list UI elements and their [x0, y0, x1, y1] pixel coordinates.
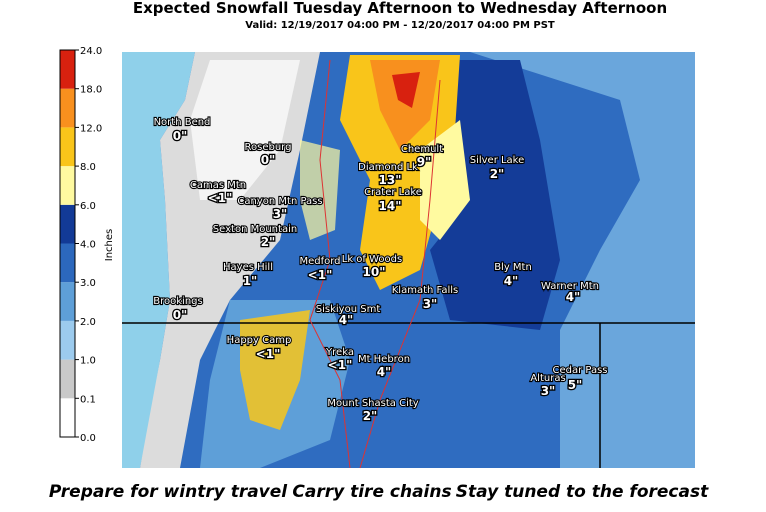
snow-amount: 3" [541, 384, 556, 398]
snow-amount: <1" [256, 347, 281, 361]
colorbar-swatch [60, 127, 75, 167]
place-name: Happy Camp [227, 335, 292, 346]
snow-amount: 4" [566, 290, 581, 304]
east-area [470, 52, 695, 468]
colorbar-swatch [60, 50, 75, 89]
colorbar-swatch [60, 243, 75, 283]
place-name: Roseburg [245, 142, 292, 153]
dark-band [430, 60, 560, 330]
snow-amount: 14" [379, 199, 402, 213]
place-name: Diamond Lk [358, 162, 418, 173]
place-name: Siskiyou Smt [316, 304, 381, 315]
place-name: Yreka [325, 347, 354, 358]
road [359, 79, 441, 469]
snow-amount: 0" [261, 153, 276, 167]
place-name: Mt Hebron [358, 354, 410, 365]
snow-amount: 3" [273, 207, 288, 221]
place-name: Crater Lake [364, 187, 422, 198]
colorbar-swatch [60, 320, 75, 360]
snow-amount: 9" [417, 155, 432, 169]
snow-amount: <1" [308, 268, 333, 282]
colorbar: 0.0 0.1 1.0 2.0 3.0 4.0 6.0 8.0 12.0 18.0 24.0 [59, 46, 102, 444]
colorbar-tick-label: 2.0 [80, 317, 96, 328]
colorbar-tick-label: 6.0 [80, 201, 96, 212]
colorbar-tick-label: 0.0 [80, 433, 96, 444]
ocean [122, 52, 195, 468]
place-name: Brookings [153, 296, 202, 307]
moderate-snow [420, 120, 470, 240]
place-name: Cedar Pass [552, 365, 607, 376]
snow-amount: 10" [363, 265, 386, 279]
colorbar-tick-label: 0.1 [80, 394, 96, 405]
snow-amount: <1" [208, 191, 233, 205]
colorbar-tick-label: 18.0 [80, 85, 102, 96]
place-name: Warner Mtn [541, 281, 599, 292]
colorbar-tick-label: 4.0 [80, 240, 96, 251]
place-name: Camas Mtn [190, 180, 246, 191]
heavy-snow-south [240, 310, 310, 430]
snow-amount: 13" [379, 173, 402, 187]
extreme-snow [392, 72, 420, 108]
place-name: North Bend [154, 117, 211, 128]
footer-message: Carry tire chains [292, 482, 451, 502]
place-name: Medford [299, 256, 340, 267]
place-name: Hayes Hill [223, 262, 273, 273]
colorbar-label: Inches [104, 229, 115, 262]
snow-amount: 3" [423, 297, 438, 311]
colorbar-tick-label: 12.0 [80, 123, 102, 134]
subtitle: Valid: 12/19/2017 04:00 PM - 12/20/2017 … [245, 20, 555, 31]
snow-amount: 1" [243, 274, 258, 288]
very-heavy-snow [370, 60, 440, 150]
colorbar-swatch [60, 359, 75, 399]
title: Expected Snowfall Tuesday Afternoon to W… [133, 0, 667, 17]
moderate-snow-west [300, 140, 340, 240]
colorbar-swatch [60, 282, 75, 321]
snow-amount: 5" [568, 378, 583, 392]
snow-amount: 2" [363, 409, 378, 423]
snow-amount: 2" [490, 167, 505, 181]
place-name: Canyon Mtn Pass [237, 196, 322, 207]
colorbar-swatch [60, 204, 75, 244]
snow-amount: 0" [173, 129, 188, 143]
colorbar-swatch [60, 88, 75, 128]
colorbar-tick-label: 8.0 [80, 162, 96, 173]
snow-amount: 4" [377, 365, 392, 379]
no-snow [190, 60, 300, 200]
place-name: Sexton Mountain [213, 224, 297, 235]
snow-amount: 2" [261, 235, 276, 249]
footer-message: Stay tuned to the forecast [456, 482, 709, 502]
snow-amount: 0" [173, 308, 188, 322]
colorbar-swatch [60, 166, 75, 205]
map [122, 52, 695, 469]
snow-amount: 4" [339, 313, 354, 327]
colorbar-tick-label: 24.0 [80, 46, 102, 57]
colorbar-tick-label: 3.0 [80, 278, 96, 289]
place-name: Lk of Woods [342, 254, 402, 265]
footer-message: Prepare for wintry travel [49, 482, 288, 502]
place-name: Alturas [530, 373, 565, 384]
place-name: Bly Mtn [494, 262, 532, 273]
snow-amount: <1" [328, 358, 353, 372]
road [309, 59, 351, 469]
colorbar-tick-label: 1.0 [80, 356, 96, 367]
place-name: Silver Lake [470, 155, 525, 166]
colorbar-swatch [60, 398, 75, 437]
place-name: Mount Shasta City [327, 398, 418, 409]
footer: Prepare for wintry travel Carry tire chai… [49, 482, 709, 502]
place-name: Chemult [401, 144, 443, 155]
place-name: Klamath Falls [392, 285, 459, 296]
snow-amount: 4" [504, 274, 519, 288]
